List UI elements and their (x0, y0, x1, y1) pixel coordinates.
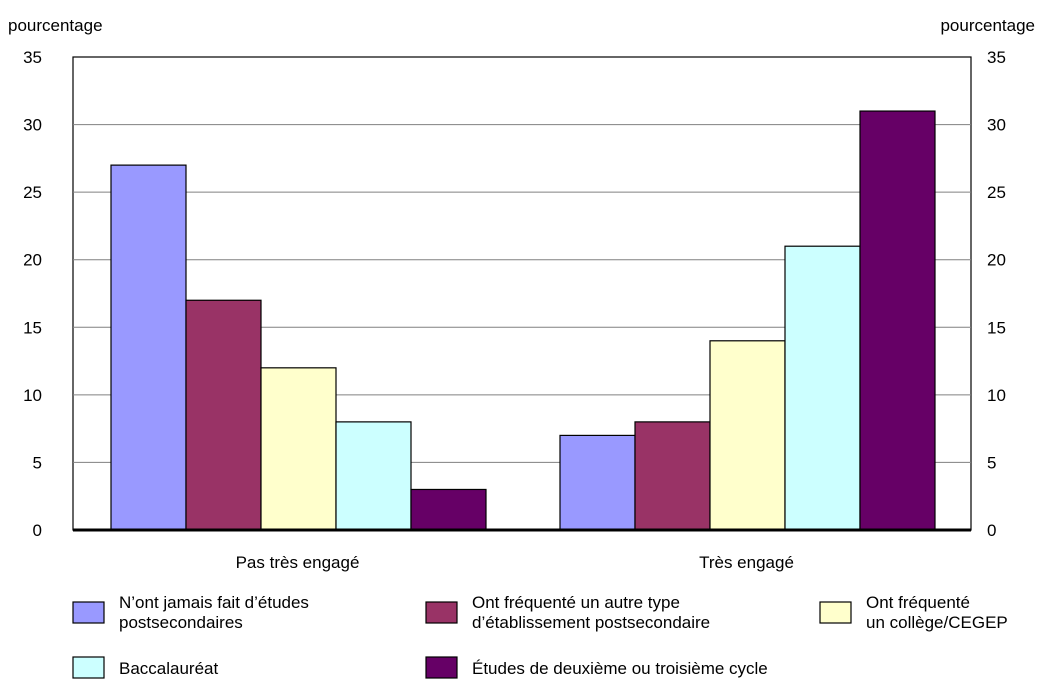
legend-swatch (819, 601, 852, 624)
legend-label: Ont fréquenté un autre type (472, 593, 680, 612)
legend-swatch (72, 656, 105, 679)
legend-swatch (72, 601, 105, 624)
y-tick-label-left: 10 (23, 386, 42, 405)
legend-label: d’établissement postsecondaire (472, 613, 710, 632)
right-axis-label: pourcentage (940, 16, 1035, 35)
bar (859, 110, 936, 531)
y-tick-label-right: 0 (987, 521, 996, 540)
y-tick-label-left: 5 (33, 453, 42, 472)
y-tick-label-right: 20 (987, 251, 1006, 270)
y-tick-label-right: 10 (987, 386, 1006, 405)
bar (110, 164, 187, 531)
legend-swatch (425, 601, 458, 624)
bar (260, 367, 337, 531)
legend-label: Études de deuxième ou troisième cycle (472, 659, 768, 678)
bar (335, 421, 412, 531)
bar (185, 299, 262, 531)
legend: N’ont jamais fait d’étudespostsecondaire… (72, 593, 1008, 679)
y-tick-label-right: 30 (987, 116, 1006, 135)
x-category-label: Très engagé (699, 553, 794, 572)
y-tick-label-right: 35 (987, 48, 1006, 67)
y-tick-label-left: 0 (33, 521, 42, 540)
legend-label: N’ont jamais fait d’études (119, 593, 309, 612)
legend-swatch (425, 656, 458, 679)
y-tick-label-left: 30 (23, 116, 42, 135)
y-tick-label-left: 35 (23, 48, 42, 67)
left-axis-label: pourcentage (8, 16, 103, 35)
legend-label: Ont fréquenté (866, 593, 970, 612)
y-tick-label-left: 25 (23, 183, 42, 202)
y-tick-label-right: 15 (987, 318, 1006, 337)
bar (784, 245, 861, 531)
legend-label: postsecondaires (119, 613, 243, 632)
bar (410, 488, 487, 531)
bar (634, 421, 711, 531)
x-category-label: Pas très engagé (236, 553, 360, 572)
bar (559, 434, 636, 531)
legend-label: un collège/CEGEP (866, 613, 1008, 632)
y-tick-label-right: 5 (987, 453, 996, 472)
bar (709, 340, 786, 531)
plot-area: 0 0 5 5 10 10 15 15 20 20 25 25 30 30 35 35 Pas très eng… (23, 48, 1006, 572)
y-tick-label-left: 15 (23, 318, 42, 337)
y-tick-label-right: 25 (987, 183, 1006, 202)
legend-label: Baccalauréat (119, 659, 219, 678)
y-tick-label-left: 20 (23, 251, 42, 270)
